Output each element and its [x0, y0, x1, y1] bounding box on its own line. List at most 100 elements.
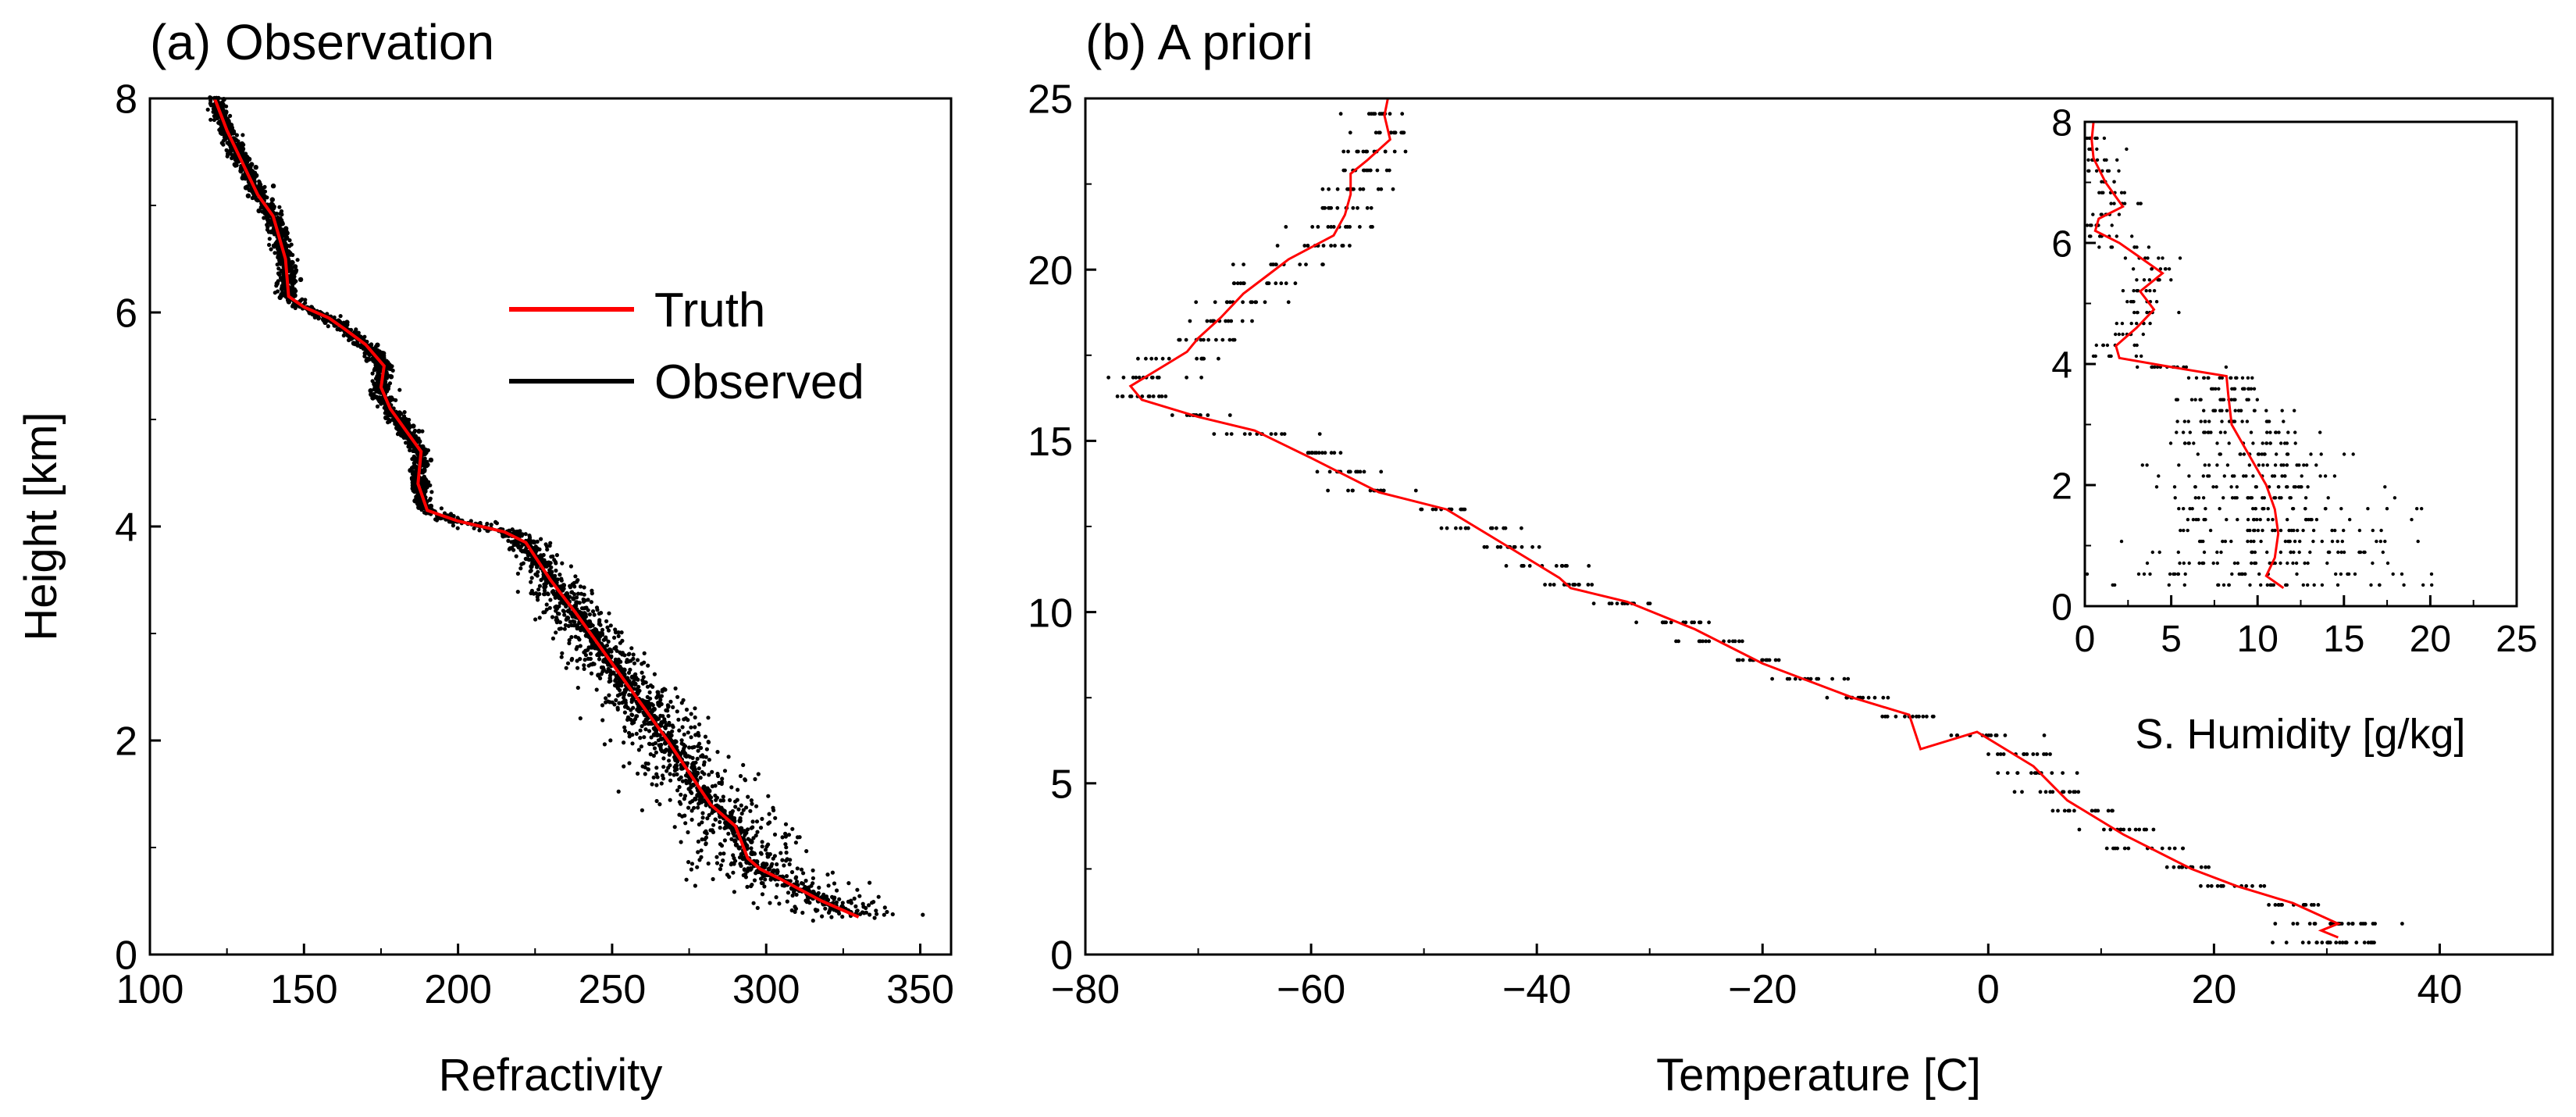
- observed-point: [529, 564, 534, 569]
- observed-point: [295, 258, 300, 262]
- observed-point: [2339, 550, 2343, 555]
- observed-point: [714, 861, 720, 865]
- observed-point: [472, 526, 476, 530]
- observed-point: [355, 342, 361, 348]
- observed-point: [265, 195, 269, 200]
- observed-point: [2086, 158, 2090, 162]
- observed-point: [2102, 136, 2107, 141]
- observed-point: [300, 297, 305, 302]
- y-tick-label: 0: [115, 933, 137, 979]
- y-tick-label: 4: [2051, 344, 2072, 386]
- observed-point: [216, 120, 221, 125]
- observed-point: [616, 633, 621, 639]
- observed-point: [2112, 202, 2116, 205]
- observed-point: [2244, 474, 2248, 478]
- observed-point: [1735, 658, 1740, 662]
- observed-point: [762, 884, 767, 889]
- observed-point: [285, 252, 290, 258]
- y-tick-label: 0: [1050, 933, 1073, 979]
- observed-point: [390, 364, 394, 369]
- observed-point: [626, 659, 631, 664]
- observed-point: [729, 785, 734, 790]
- observed-point: [846, 881, 851, 886]
- observed-point: [2033, 771, 2037, 775]
- observed-point: [2211, 561, 2215, 566]
- observed-point: [2268, 561, 2271, 566]
- observed-point: [245, 163, 251, 170]
- observed-point: [575, 666, 580, 670]
- observed-point: [680, 779, 686, 783]
- observed-point: [2293, 539, 2297, 544]
- observed-point: [2137, 827, 2142, 832]
- observed-point: [784, 850, 789, 855]
- observed-point: [213, 112, 219, 117]
- observed-point: [1306, 244, 1310, 248]
- observed-point: [1825, 695, 1830, 700]
- observed-point: [2043, 790, 2048, 794]
- observed-point: [2383, 539, 2387, 544]
- observed-point: [1157, 394, 1161, 398]
- observed-point: [543, 610, 547, 615]
- observed-point: [1520, 564, 1525, 568]
- observed-point: [697, 733, 701, 738]
- observed-point: [745, 884, 750, 889]
- observed-point: [1214, 337, 1218, 342]
- observed-point: [2246, 376, 2250, 380]
- observed-point: [2262, 883, 2267, 888]
- observed-point: [2109, 202, 2113, 205]
- observed-point: [677, 728, 682, 733]
- observed-point: [2289, 528, 2293, 533]
- observed-point: [749, 839, 754, 844]
- observed-point: [2273, 463, 2278, 467]
- observed-point: [2240, 376, 2245, 380]
- observed-point: [573, 574, 578, 579]
- observed-point: [2145, 561, 2150, 566]
- observed-point: [2151, 827, 2156, 832]
- observed-point: [607, 693, 611, 698]
- observed-point: [2117, 332, 2121, 337]
- observed-point: [2289, 550, 2293, 555]
- observed-point: [2279, 441, 2283, 445]
- observed-point: [635, 677, 640, 682]
- observed-point: [2129, 300, 2133, 304]
- observed-point: [2134, 354, 2139, 359]
- observed-point: [2199, 865, 2204, 869]
- observed-point: [2318, 474, 2322, 478]
- observed-point: [2271, 583, 2275, 587]
- observed-point: [775, 883, 779, 887]
- observed-point: [604, 619, 609, 623]
- observed-point: [212, 117, 216, 123]
- observed-point: [2303, 507, 2307, 511]
- observed-point: [797, 835, 802, 840]
- observed-point: [1761, 658, 1765, 662]
- observed-point: [697, 801, 701, 806]
- observed-point: [2291, 922, 2296, 926]
- observed-point: [772, 854, 778, 858]
- observed-point: [2282, 419, 2286, 423]
- observed-point: [2230, 572, 2234, 576]
- observed-point: [1459, 526, 1463, 530]
- observed-point: [695, 793, 700, 798]
- observed-point: [2310, 518, 2314, 522]
- observed-point: [1880, 714, 1885, 719]
- observed-point: [1140, 394, 1145, 398]
- observed-point: [518, 566, 523, 571]
- observed-point: [2242, 452, 2246, 456]
- observed-point: [589, 600, 594, 605]
- observed-point: [622, 705, 628, 709]
- observed-point: [640, 724, 644, 729]
- observed-point: [617, 701, 622, 705]
- observed-point: [2178, 561, 2182, 566]
- observed-point: [588, 656, 593, 662]
- observed-point: [2062, 808, 2067, 813]
- observed-point: [2429, 572, 2434, 576]
- observed-point: [259, 205, 264, 210]
- observed-point: [661, 714, 665, 719]
- observed-point: [2280, 474, 2284, 478]
- y-tick-label: 6: [115, 291, 137, 337]
- observed-point: [572, 580, 576, 585]
- observed-point: [2127, 827, 2132, 832]
- observed-point: [2146, 256, 2150, 260]
- observed-point: [2100, 212, 2104, 216]
